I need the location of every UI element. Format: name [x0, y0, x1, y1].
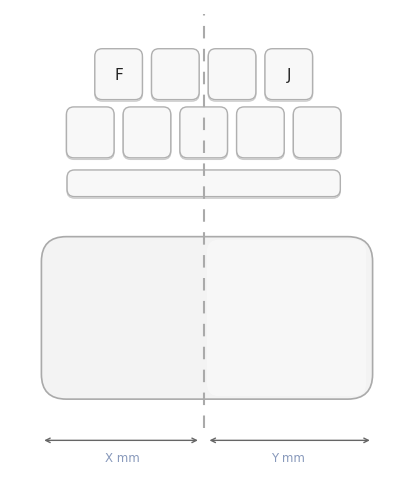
FancyBboxPatch shape — [67, 171, 339, 197]
FancyBboxPatch shape — [95, 50, 142, 101]
FancyBboxPatch shape — [292, 108, 340, 159]
FancyBboxPatch shape — [66, 108, 114, 159]
FancyBboxPatch shape — [208, 50, 255, 101]
Text: F: F — [114, 68, 123, 82]
FancyBboxPatch shape — [206, 240, 365, 396]
FancyBboxPatch shape — [123, 108, 170, 159]
FancyBboxPatch shape — [41, 237, 372, 399]
Text: J: J — [286, 68, 290, 82]
Text: X mm: X mm — [105, 451, 140, 464]
FancyBboxPatch shape — [151, 50, 199, 101]
FancyBboxPatch shape — [179, 108, 227, 159]
FancyBboxPatch shape — [236, 108, 283, 159]
Text: Y mm: Y mm — [271, 451, 304, 464]
FancyBboxPatch shape — [264, 50, 312, 101]
